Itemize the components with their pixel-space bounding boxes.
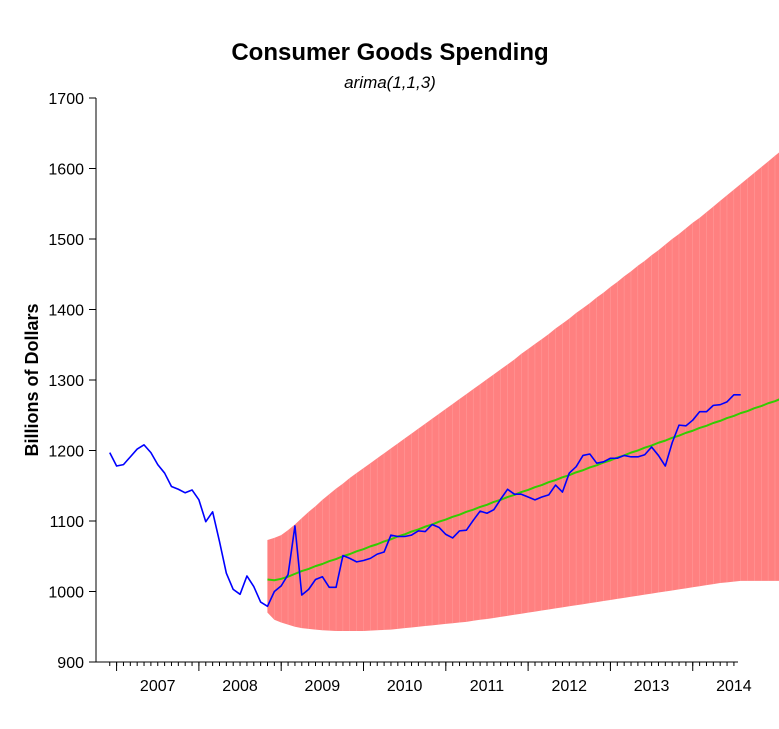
x-tick-label: 2013 — [634, 678, 670, 695]
x-tick-label: 2010 — [387, 678, 423, 695]
x-tick-label: 2012 — [551, 678, 587, 695]
y-tick-label: 1100 — [50, 514, 85, 531]
y-tick-label: 1500 — [48, 232, 84, 249]
y-tick-label: 1000 — [48, 585, 84, 602]
observed-line — [109, 394, 741, 608]
y-tick-label: 1200 — [48, 444, 84, 461]
prediction-interval — [267, 152, 779, 631]
x-tick-label: 2007 — [140, 678, 176, 695]
x-tick-label: 2014 — [716, 678, 752, 695]
y-axis-label: Billions of Dollars — [22, 303, 42, 456]
chart-title: Consumer Goods Spending — [231, 39, 548, 66]
interval-band — [267, 152, 779, 631]
y-tick-label: 1300 — [48, 373, 84, 390]
y-tick-label: 1400 — [48, 303, 84, 320]
chart-subtitle: arima(1,1,3) — [344, 73, 436, 92]
y-tick-label: 900 — [57, 655, 84, 672]
y-tick-label: 1700 — [48, 91, 84, 108]
forecast-line — [267, 398, 779, 582]
axes: 900 1000 1100 1200 1300 1400 1500 1600 1700 2007 2… — [48, 91, 751, 695]
y-tick-label: 1600 — [48, 162, 84, 179]
x-tick-label: 2009 — [305, 678, 341, 695]
x-tick-label: 2011 — [470, 678, 505, 695]
x-tick-label: 2008 — [222, 678, 258, 695]
series-lines — [109, 394, 779, 608]
